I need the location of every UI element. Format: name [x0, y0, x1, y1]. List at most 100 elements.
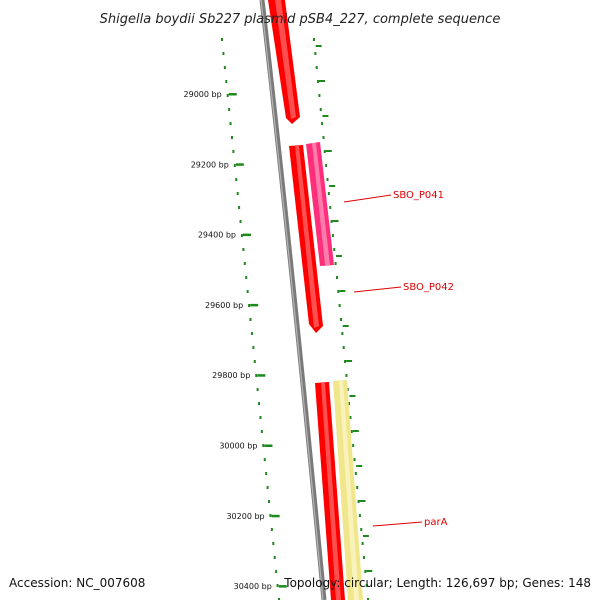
- major-tick: [271, 514, 280, 518]
- major-tick: [228, 93, 237, 96]
- minor-tick: [332, 220, 339, 222]
- topology-text: Topology: circular; Length: 126,697 bp; …: [283, 576, 591, 590]
- ring-dot: [229, 122, 232, 125]
- plasmid-backbone-highlight: [260, 0, 324, 600]
- ring-dot: [272, 542, 275, 545]
- ring-dot: [315, 66, 318, 69]
- gene-label-group: SBO_P041 SBO_P042 parA: [343, 190, 454, 528]
- ring-dot: [221, 38, 223, 41]
- ring-dot: [256, 388, 259, 391]
- major-tick: [257, 374, 266, 377]
- gene-arrow-para[interactable]: [333, 380, 363, 600]
- ring-dot: [364, 570, 367, 573]
- ring-dot: [361, 542, 364, 545]
- outer-dotted-ring: [313, 38, 373, 600]
- minor-tick: [322, 115, 329, 117]
- minor-tick: [339, 290, 346, 292]
- ring-dot: [367, 598, 369, 600]
- ring-dot: [249, 318, 252, 321]
- ring-dot: [266, 486, 269, 489]
- tick-label: 29000 bp: [184, 90, 222, 99]
- tick-label: 30400 bp: [234, 582, 272, 591]
- ring-dot: [323, 150, 326, 153]
- ring-dot: [275, 570, 278, 573]
- tick-label: 30000 bp: [219, 442, 257, 451]
- major-tick: [235, 163, 244, 166]
- ring-dot: [338, 304, 341, 307]
- ring-dot: [350, 430, 353, 433]
- major-tick: [250, 303, 259, 307]
- gene-label-leader: [343, 194, 392, 203]
- ring-dot: [329, 206, 332, 209]
- minor-tick: [342, 325, 349, 327]
- ring-dot: [325, 164, 328, 167]
- minor-tick: [352, 430, 359, 432]
- minor-tick: [346, 360, 353, 362]
- ring-dot: [362, 556, 365, 559]
- minor-tick: [366, 570, 373, 572]
- gene-label-para[interactable]: parA: [424, 517, 448, 528]
- ring-dot: [365, 584, 368, 587]
- gene-arrow-sbo-p042[interactable]: [289, 145, 323, 333]
- ring-dot: [276, 584, 279, 587]
- ring-dot: [349, 416, 352, 419]
- ring-dot: [326, 178, 329, 181]
- position-ticks: 29000 bp 29200 bp 29400 bp 29600 bp 29800 bp…: [184, 90, 287, 591]
- major-tick: [264, 444, 273, 447]
- ring-dot: [242, 248, 245, 251]
- gene-arrow-sbo-p041[interactable]: [306, 142, 334, 266]
- ring-dot: [235, 178, 238, 181]
- ring-dot: [232, 150, 235, 153]
- ring-dot: [273, 556, 276, 559]
- ring-dot: [356, 486, 359, 489]
- ring-dot: [248, 304, 251, 307]
- ring-dot: [250, 332, 253, 335]
- ring-dot: [270, 528, 273, 531]
- ring-dot: [268, 500, 271, 503]
- ring-dot: [228, 108, 231, 111]
- ring-dot: [253, 360, 256, 363]
- ring-dot: [246, 290, 249, 293]
- ring-dot: [314, 52, 317, 55]
- ring-dot: [239, 220, 242, 223]
- ring-dot: [348, 402, 351, 405]
- minor-tick: [362, 535, 369, 537]
- ring-dot: [318, 94, 321, 97]
- gene-arrow-lower[interactable]: [315, 382, 345, 600]
- ring-dot: [233, 164, 236, 167]
- ring-dot: [346, 388, 349, 391]
- minor-tick: [356, 465, 363, 467]
- ring-dot: [345, 374, 348, 377]
- gene-label-leader: [372, 521, 423, 527]
- minor-tick: [325, 150, 332, 152]
- ring-dot: [263, 458, 266, 461]
- ring-dot: [245, 276, 248, 279]
- tick-label: 29400 bp: [198, 231, 236, 240]
- ring-dot: [341, 332, 344, 335]
- ring-dot: [238, 206, 241, 209]
- gene-label-sbo-p042[interactable]: SBO_P042: [403, 282, 454, 293]
- ring-dot: [255, 374, 258, 377]
- gene-label-sbo-p041[interactable]: SBO_P041: [393, 190, 444, 201]
- ring-dot: [330, 220, 333, 223]
- minor-tick: [319, 80, 326, 82]
- ring-dot: [265, 472, 268, 475]
- ring-dot: [258, 402, 261, 405]
- ring-dot: [252, 346, 255, 349]
- ring-dot: [333, 248, 336, 251]
- ring-dot: [334, 262, 337, 265]
- tick-label: 29600 bp: [205, 301, 243, 310]
- ring-dot: [335, 276, 338, 279]
- minor-tick: [329, 185, 336, 187]
- minor-tick: [359, 500, 366, 502]
- ring-dot: [262, 444, 265, 447]
- ring-dot: [269, 514, 272, 517]
- inner-dotted-ring: [221, 38, 280, 600]
- ring-dot: [352, 444, 355, 447]
- ring-dot: [321, 122, 324, 125]
- ring-dot: [358, 514, 361, 517]
- gene-arrow-upper[interactable]: [268, 0, 300, 124]
- ring-dot: [278, 598, 280, 600]
- ring-dot: [322, 136, 325, 139]
- ring-dot: [331, 234, 334, 237]
